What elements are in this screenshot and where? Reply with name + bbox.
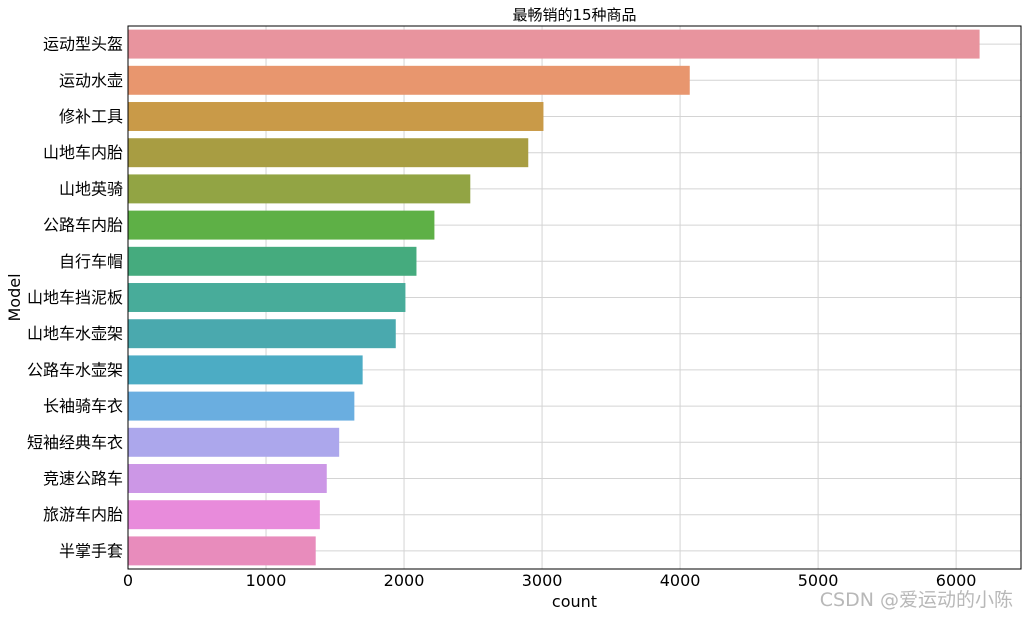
y-tick-label: 半掌手套 xyxy=(59,541,123,560)
x-tick-label: 1000 xyxy=(246,571,287,590)
bar-15 xyxy=(128,536,316,566)
x-tick-label: 2000 xyxy=(384,571,425,590)
bar-8 xyxy=(128,283,406,312)
y-tick-label: 自行车帽 xyxy=(59,252,123,271)
y-tick-label: 山地车水壶架 xyxy=(27,324,123,343)
bar-6 xyxy=(128,210,435,240)
bar-9 xyxy=(128,319,396,349)
bar-10 xyxy=(128,355,363,385)
bar-12 xyxy=(128,427,340,457)
bar-3 xyxy=(128,102,544,131)
bar-14 xyxy=(128,500,320,530)
y-tick-label: 长袖骑车衣 xyxy=(43,397,123,416)
bars xyxy=(128,29,980,566)
x-tick-label: 5000 xyxy=(798,571,839,590)
bar-1 xyxy=(128,29,980,59)
bar-2 xyxy=(128,65,690,95)
bar-4 xyxy=(128,138,529,168)
y-tick-label: 山地英骑 xyxy=(59,179,123,198)
x-tick-label: 3000 xyxy=(522,571,563,590)
watermark: CSDN @爱运动的小陈 xyxy=(819,589,1013,611)
x-axis-label: count xyxy=(552,592,597,611)
y-axis-label: Model xyxy=(5,273,24,321)
y-tick-labels: 运动型头盔运动水壶修补工具山地车内胎山地英骑公路车内胎自行车帽山地车挡泥板山地车… xyxy=(27,35,123,561)
bar-11 xyxy=(128,391,355,421)
y-tick-label: 运动水壶 xyxy=(59,71,123,90)
plot-frame xyxy=(127,25,1022,570)
x-tick-label: 6000 xyxy=(936,571,977,590)
y-tick-label: 运动型头盔 xyxy=(43,35,123,54)
y-tick-label: 公路车水壶架 xyxy=(27,360,123,379)
bar-7 xyxy=(128,246,417,276)
y-tick-label: 山地车内胎 xyxy=(43,143,123,162)
y-tick-label: 公路车内胎 xyxy=(43,216,123,235)
bar-5 xyxy=(128,174,471,204)
y-tick-label: 山地车挡泥板 xyxy=(27,288,123,307)
bar-13 xyxy=(128,464,327,493)
y-tick-label: 短袖经典车衣 xyxy=(27,433,123,452)
x-tick-label: 4000 xyxy=(660,571,701,590)
y-tick-label: 竞速公路车 xyxy=(43,469,123,488)
chart-title: 最畅销的15种商品 xyxy=(512,6,636,24)
y-tick-label: 修补工具 xyxy=(59,107,123,126)
x-tick-label: 0 xyxy=(123,571,133,590)
y-tick-label: 旅游车内胎 xyxy=(43,505,123,524)
x-tick-labels: 0 1000 2000 3000 4000 5000 6000 xyxy=(123,571,977,590)
